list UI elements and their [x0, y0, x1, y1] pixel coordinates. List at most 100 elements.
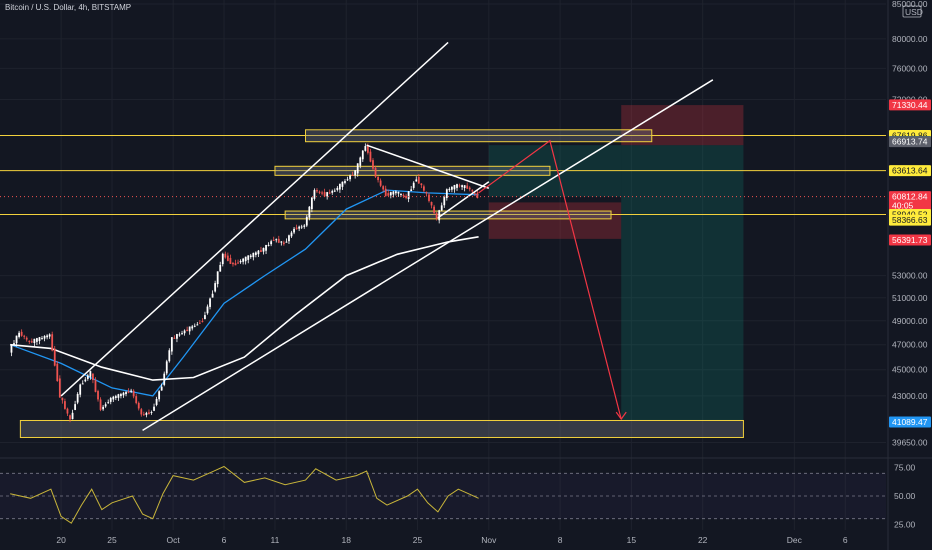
price-tag-label: 71330.44: [892, 100, 928, 110]
candle-body: [463, 185, 466, 189]
candle-body: [344, 181, 346, 183]
rsi-line: [10, 465, 479, 524]
candle-body: [201, 321, 204, 323]
candle-body: [33, 338, 36, 344]
candle-body: [249, 255, 252, 258]
price-tag-label: 67619.86: [892, 131, 928, 141]
candle-body: [351, 174, 354, 176]
candle-body: [257, 250, 260, 255]
candle-body: [387, 193, 390, 196]
price-tag-label: 63613.64: [892, 166, 928, 176]
price-tag-label: 58940.52: [892, 210, 928, 220]
candle-body: [112, 396, 115, 400]
candle-body: [369, 151, 372, 162]
candle-body: [183, 330, 186, 334]
candle-body: [224, 253, 227, 258]
rsi-axis-tick-label: 50.00: [894, 491, 916, 501]
candle-body: [440, 205, 443, 211]
candle-body: [122, 392, 125, 396]
candle-body: [244, 256, 247, 262]
candle-body: [466, 185, 469, 189]
trend-line: [142, 79, 714, 431]
candle-body: [288, 235, 290, 242]
candle-body: [389, 192, 392, 196]
candle-body: [198, 322, 201, 324]
candle-body: [153, 406, 155, 411]
candle-body: [473, 193, 476, 195]
rsi-band: [0, 473, 886, 519]
candle-body: [310, 197, 313, 210]
x-axis-tick-label: Oct: [167, 535, 181, 545]
price-tag: [889, 416, 931, 428]
candle-body: [188, 326, 191, 332]
candle-body: [316, 189, 318, 192]
candle-body: [364, 146, 367, 151]
rsi-axis-tick-label: 25.00: [894, 519, 916, 529]
candle-body: [318, 191, 321, 193]
candle-body: [109, 397, 112, 402]
candle-body: [150, 412, 153, 414]
currency-badge-label: USD: [905, 7, 923, 17]
candle-body: [158, 391, 161, 400]
y-axis-tick-label: 53000.00: [892, 271, 928, 281]
candle-body: [412, 182, 415, 188]
candle-body: [384, 188, 387, 197]
x-axis-tick-label: 22: [698, 535, 708, 545]
candle-body: [99, 399, 102, 410]
candle-body: [461, 185, 463, 188]
candle-body: [135, 396, 138, 404]
support-resistance-zone: [274, 165, 551, 176]
candle-body: [280, 241, 283, 243]
candle-body: [165, 361, 168, 374]
candle-body: [204, 315, 206, 320]
candle-body: [176, 334, 178, 339]
x-axis-tick-label: Dec: [787, 535, 803, 545]
x-axis-tick-label: Nov: [481, 535, 497, 545]
candle-body: [120, 394, 122, 397]
support-resistance-zone: [19, 419, 744, 438]
candle-body: [338, 183, 341, 190]
candle-body: [211, 293, 214, 298]
candle-body: [191, 326, 194, 329]
candle-body: [471, 190, 474, 192]
candle-body: [160, 386, 163, 391]
candle-body: [25, 337, 28, 340]
candle-body: [145, 412, 148, 415]
price-tag-label: 41089.47: [892, 417, 928, 427]
stop-zone-box: [621, 105, 744, 146]
candle-body: [382, 186, 385, 190]
candle-body: [392, 191, 395, 195]
candle-body: [341, 181, 344, 187]
candle-body: [20, 331, 23, 336]
candle-body: [43, 335, 46, 339]
candle-body: [430, 202, 433, 206]
candle-body: [313, 190, 316, 199]
candle-body: [272, 239, 275, 241]
candle-body: [265, 244, 267, 251]
candle-body: [89, 371, 92, 377]
candle-body: [354, 170, 357, 176]
candle-body: [262, 247, 265, 252]
price-tag: [889, 99, 931, 111]
candle-body: [15, 335, 18, 344]
candle-body: [229, 257, 232, 264]
candle-body: [377, 176, 379, 181]
x-axis-tick-label: 20: [56, 535, 66, 545]
candle-body: [451, 187, 453, 190]
trend-line: [60, 41, 449, 397]
candle-body: [374, 167, 377, 177]
candle-body: [92, 373, 94, 381]
candle-body: [346, 179, 349, 181]
x-axis-tick-label: 15: [627, 535, 637, 545]
candle-body: [254, 252, 257, 255]
moving-average-fast: [9, 189, 479, 397]
candle-body: [64, 401, 66, 409]
moving-average-slow: [10, 236, 479, 381]
candle-body: [400, 193, 402, 195]
y-axis-tick-label: 76000.00: [892, 63, 928, 73]
projection-arrow-head: [615, 411, 627, 421]
price-tag: [889, 234, 931, 246]
candle-body: [221, 253, 224, 265]
candle-body: [71, 412, 74, 420]
